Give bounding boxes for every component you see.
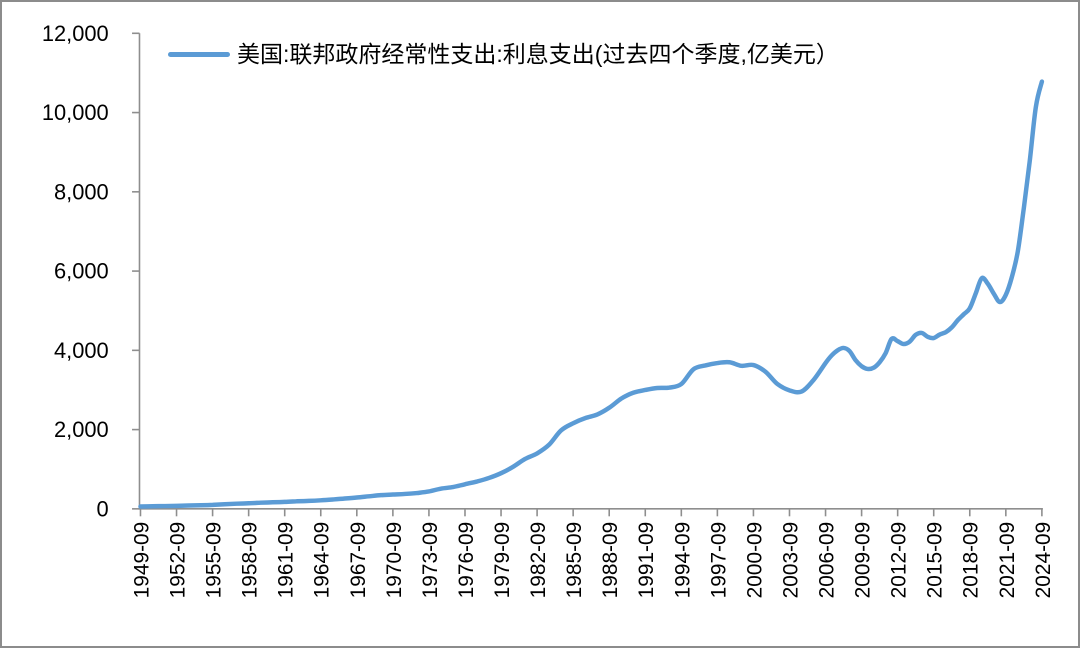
x-tick-label: 1973-09 (419, 522, 442, 599)
x-tick-label: 1997-09 (707, 522, 730, 599)
y-tick-label: 8,000 (54, 179, 109, 204)
y-tick-label: 2,000 (54, 417, 109, 442)
x-tick-label: 1991-09 (635, 522, 658, 599)
x-tick-label: 2024-09 (1032, 522, 1055, 599)
y-tick-label: 10,000 (42, 100, 109, 125)
x-tick-label: 1961-09 (275, 522, 298, 599)
x-tick-label: 1949-09 (130, 522, 153, 599)
x-tick-label: 1970-09 (383, 522, 406, 599)
x-tick-label: 2006-09 (815, 522, 838, 599)
x-tick-label: 1985-09 (563, 522, 586, 599)
x-tick-label: 2000-09 (743, 522, 766, 599)
x-tick-label: 2012-09 (888, 522, 911, 599)
x-tick-label: 2018-09 (960, 522, 983, 599)
x-tick-label: 2015-09 (924, 522, 947, 599)
y-tick-label: 6,000 (54, 259, 109, 284)
legend-line-swatch (168, 52, 230, 58)
x-tick-label: 1964-09 (311, 522, 334, 599)
x-tick-label: 1994-09 (671, 522, 694, 599)
x-tick-label: 1955-09 (203, 522, 226, 599)
x-tick-label: 1979-09 (491, 522, 514, 599)
x-tick-label: 1967-09 (347, 522, 370, 599)
y-tick-label: 4,000 (54, 338, 109, 363)
y-tick-label: 12,000 (42, 21, 109, 46)
x-tick-label: 1976-09 (455, 522, 478, 599)
y-tick-label: 0 (97, 496, 109, 521)
chart-legend: 美国:联邦政府经常性支出:利息支出(过去四个季度,亿美元） (168, 41, 839, 68)
x-tick-label: 2009-09 (852, 522, 875, 599)
legend-label: 美国:联邦政府经常性支出:利息支出(过去四个季度,亿美元） (237, 41, 839, 67)
series-line (138, 79, 1045, 509)
x-tick-label: 1988-09 (599, 522, 622, 599)
x-tick-label: 2021-09 (996, 522, 1019, 599)
x-tick-label: 1982-09 (527, 522, 550, 599)
x-tick-label: 1958-09 (239, 522, 262, 599)
x-tick-label: 2003-09 (779, 522, 802, 599)
x-tick-label: 1952-09 (166, 522, 189, 599)
